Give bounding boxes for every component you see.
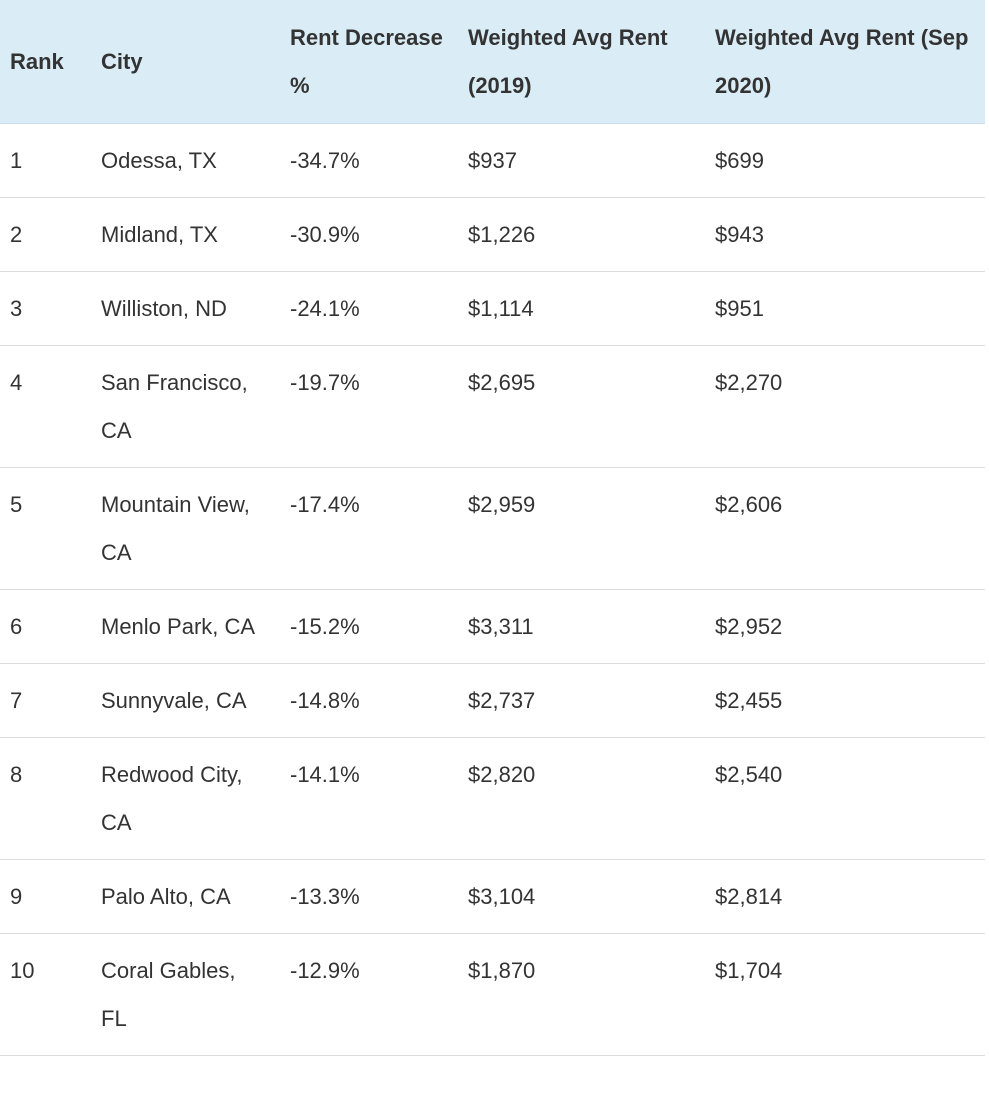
table-cell: $1,870 [468,958,536,983]
table-cell: 3 [10,296,23,321]
table-row: 1 Odessa, TX -34.7% $937 $699 [0,124,985,198]
header-cell: City [101,48,143,74]
table-cell: 10 [10,958,35,983]
table-cell: $937 [468,148,517,173]
table-cell: $1,704 [715,958,783,983]
table-cell: $2,540 [715,762,783,787]
table-cell: 1 [10,148,23,173]
table-cell: $2,695 [468,370,536,395]
table-cell: -14.8% [290,688,360,713]
table-cell: $2,814 [715,884,783,909]
table-cell: -34.7% [290,148,360,173]
rent-table: Rank City Rent Decrease % Weighted Avg Rent… [0,0,985,1056]
header-cell: Rent Decrease % [290,24,443,98]
table-cell: -19.7% [290,370,360,395]
table-cell: 8 [10,762,23,787]
table-row: 6 Menlo Park, CA -15.2% $3,311 $2,952 [0,590,985,664]
table-cell: 2 [10,222,23,247]
table-cell: $3,104 [468,884,536,909]
table-row: 4 San Francisco, CA -19.7% $2,695 $2,270 [0,346,985,468]
table-cell: $2,820 [468,762,536,787]
table-cell: $1,226 [468,222,536,247]
table-cell: $699 [715,148,764,173]
table-row: 8 Redwood City, CA -14.1% $2,820 $2,540 [0,738,985,860]
table-cell: $943 [715,222,764,247]
table-cell: $2,959 [468,492,536,517]
table-cell: $1,114 [468,296,534,321]
table-cell: Menlo Park, CA [101,614,256,639]
table-row: 2 Midland, TX -30.9% $1,226 $943 [0,198,985,272]
table-row: 9 Palo Alto, CA -13.3% $3,104 $2,814 [0,860,985,934]
table-cell: 5 [10,492,23,517]
table-row: 7 Sunnyvale, CA -14.8% $2,737 $2,455 [0,664,985,738]
table-cell: -13.3% [290,884,360,909]
table-cell: -15.2% [290,614,360,639]
header-row: Rank City Rent Decrease % Weighted Avg Rent… [0,0,985,124]
table-cell: 7 [10,688,23,713]
table-row: 5 Mountain View, CA -17.4% $2,959 $2,606 [0,468,985,590]
table-cell: Sunnyvale, CA [101,688,247,713]
table-cell: Redwood City, CA [101,762,243,835]
table-cell: -24.1% [290,296,360,321]
table-row: 10 Coral Gables, FL -12.9% $1,870 $1,704 [0,934,985,1056]
table-cell: $951 [715,296,764,321]
table-cell: $2,455 [715,688,783,713]
table-cell: $2,952 [715,614,783,639]
table-cell: $3,311 [468,614,534,639]
header-cell: Rank [10,48,64,74]
table-cell: San Francisco, CA [101,370,248,443]
table-cell: -30.9% [290,222,360,247]
table-row: 3 Williston, ND -24.1% $1,114 $951 [0,272,985,346]
table-cell: 9 [10,884,23,909]
table-cell: $2,737 [468,688,536,713]
table-cell: -17.4% [290,492,360,517]
table-cell: Mountain View, CA [101,492,250,565]
table-cell: Palo Alto, CA [101,884,231,909]
table-cell: Midland, TX [101,222,218,247]
table-cell: Odessa, TX [101,148,217,173]
header-cell: Weighted Avg Rent (Sep 2020) [715,24,969,98]
table-cell: Coral Gables, FL [101,958,236,1031]
table-cell: 4 [10,370,23,395]
table-cell: 6 [10,614,23,639]
header-cell: Weighted Avg Rent (2019) [468,24,668,98]
table-cell: -14.1% [290,762,360,787]
table-cell: -12.9% [290,958,360,983]
table-cell: $2,606 [715,492,783,517]
table-cell: Williston, ND [101,296,227,321]
table-cell: $2,270 [715,370,783,395]
